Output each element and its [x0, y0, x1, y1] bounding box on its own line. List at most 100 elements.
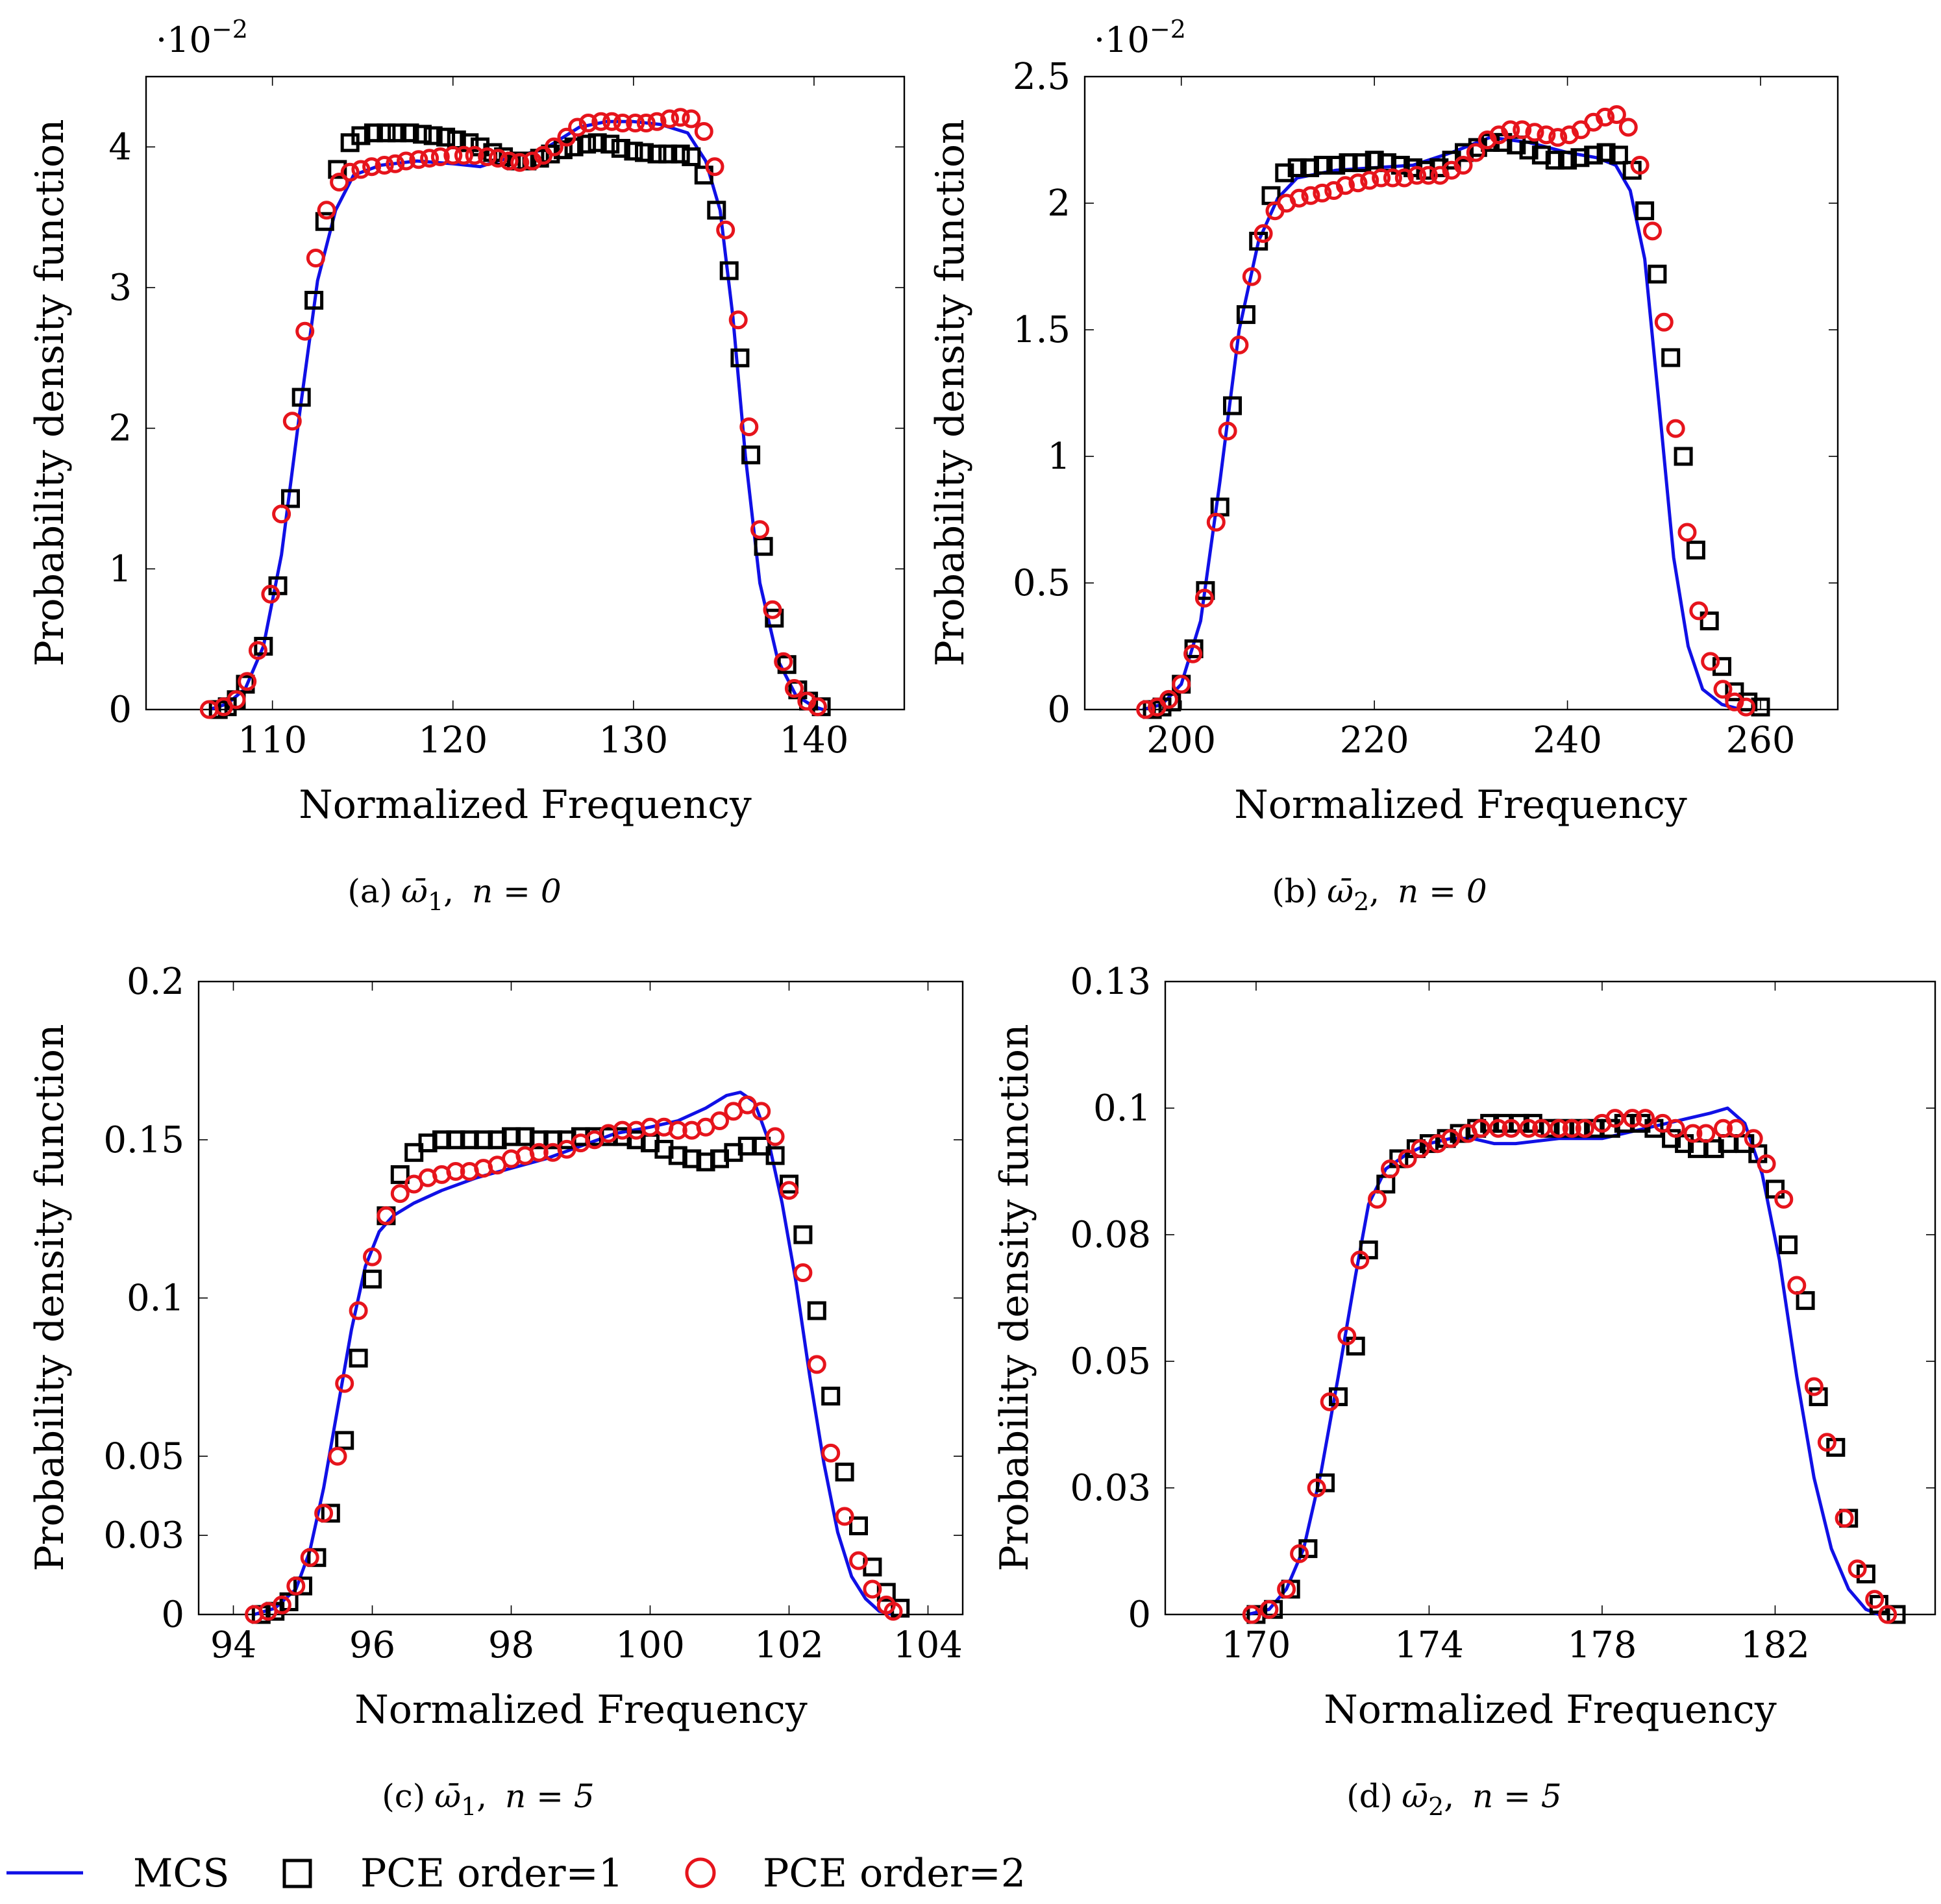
pce2-marker-d-39 — [1835, 1509, 1854, 1528]
y-axis-label-d: Probability density function — [992, 1024, 1037, 1571]
pce2-marker-a-34 — [591, 112, 611, 131]
pce1-marker-a-39 — [671, 144, 690, 164]
pce1-marker-b-30 — [1519, 140, 1539, 160]
y-tick-label-c-5: 0.2 — [127, 961, 184, 1003]
series-group-b — [1136, 105, 1770, 719]
pce2-marker-d-3 — [1290, 1544, 1309, 1563]
pce1-marker-b-14 — [1313, 156, 1333, 175]
x-tick-label-b-2: 240 — [1533, 719, 1602, 761]
y-axis-ticks-c: 0 0.03 0.05 0.1 0.15 0.2 — [103, 961, 963, 1636]
pce2-marker-a-13 — [351, 160, 371, 179]
pce2-marker-b-3 — [1172, 674, 1191, 694]
pce2-marker-a-27 — [510, 153, 530, 172]
pce1-marker-b-37 — [1609, 145, 1628, 165]
y-tick-label-c-1: 0.03 — [103, 1515, 184, 1557]
pce1-marker-c-39 — [793, 1225, 813, 1244]
pce2-marker-d-9 — [1381, 1159, 1400, 1179]
pce2-marker-a-18 — [409, 150, 428, 169]
pce2-marker-a-30 — [545, 137, 563, 156]
y-axis-ticks-a: 0 1 2 3 4 — [108, 126, 904, 731]
pce2-marker-c-8 — [349, 1301, 368, 1320]
pce2-marker-d-24 — [1605, 1109, 1625, 1128]
pce2-marker-a-45 — [716, 220, 736, 240]
x-axis-label-c: Normalized Frequency — [354, 1687, 808, 1733]
pce2-marker-b-20 — [1372, 168, 1391, 188]
y-axis-label-a: Probability density function — [27, 119, 73, 666]
pce1-marker-c-13 — [432, 1130, 451, 1150]
pce2-marker-a-39 — [647, 112, 667, 131]
x-tick-label-c-0: 94 — [210, 1624, 256, 1666]
pce2-marker-b-42 — [1630, 156, 1650, 175]
pce1-marker-c-35 — [737, 1137, 757, 1156]
pce2-marker-d-36 — [1787, 1276, 1807, 1295]
x-tick-label-d-3: 182 — [1740, 1624, 1810, 1666]
pce1-marker-b-13 — [1300, 158, 1319, 177]
pce1-marker-c-5 — [321, 1503, 340, 1523]
pce1-marker-b-17 — [1352, 153, 1372, 173]
pce2-marker-b-0 — [1136, 700, 1156, 719]
pce2-marker-a-21 — [443, 145, 463, 165]
pce2-marker-a-37 — [626, 114, 645, 132]
pce1-marker-a-38 — [658, 144, 678, 164]
pce2-marker-a-44 — [705, 157, 724, 177]
pce2-marker-a-11 — [330, 173, 349, 192]
pce2-marker-a-5 — [261, 584, 280, 604]
pce2-marker-a-4 — [248, 641, 267, 660]
pce2-marker-d-30 — [1696, 1124, 1716, 1143]
y-tick-label-d-1: 0.03 — [1070, 1467, 1151, 1509]
pce2-marker-a-41 — [671, 108, 690, 127]
pce2-marker-c-41 — [807, 1355, 826, 1374]
pce1-marker-c-40 — [807, 1301, 826, 1320]
pce1-marker-c-36 — [752, 1137, 771, 1156]
pce2-marker-c-9 — [363, 1247, 382, 1267]
y-axis-ticks-b: 0 0.5 1 1.5 2 2.5 — [1013, 56, 1838, 731]
pce1-marker-a-48 — [777, 655, 797, 674]
pce2-marker-d-26 — [1636, 1109, 1655, 1128]
pce1-marker-a-17 — [413, 125, 432, 144]
pce2-marker-b-48 — [1701, 652, 1720, 671]
pce2-marker-b-34 — [1537, 125, 1556, 145]
pce2-marker-b-15 — [1313, 183, 1332, 203]
pce2-marker-d-28 — [1666, 1119, 1685, 1138]
pce2-marker-c-29 — [641, 1117, 660, 1137]
pce2-marker-a-19 — [420, 149, 439, 168]
x-tick-label-d-0: 170 — [1221, 1624, 1291, 1666]
legend-pce1-label: PCE order=1 — [360, 1851, 623, 1896]
pce2-marker-a-32 — [568, 117, 587, 137]
pce2-marker-a-47 — [739, 417, 759, 436]
pce1-marker-c-11 — [404, 1143, 424, 1162]
pce1-marker-c-19 — [515, 1127, 535, 1146]
pce2-marker-b-7 — [1218, 421, 1237, 441]
x-tick-label-b-0: 200 — [1146, 719, 1216, 761]
plot-frame-b — [1083, 75, 1839, 711]
pce2-marker-a-42 — [682, 109, 701, 129]
pce2-marker-a-33 — [578, 114, 598, 132]
pce2-marker-b-22 — [1394, 168, 1414, 188]
pce2-marker-a-24 — [478, 147, 497, 166]
pce2-marker-a-35 — [602, 112, 621, 131]
pce1-marker-b-12 — [1287, 158, 1307, 177]
y-tick-label-c-3: 0.1 — [127, 1278, 184, 1320]
pce2-marker-a-10 — [317, 201, 336, 220]
pce1-marker-c-30 — [668, 1146, 687, 1165]
pce2-marker-b-17 — [1336, 176, 1355, 195]
pce2-marker-b-35 — [1548, 128, 1568, 147]
pce2-marker-b-31 — [1501, 120, 1520, 140]
legend-circle-marker — [685, 1857, 716, 1888]
pce2-marker-d-7 — [1350, 1250, 1370, 1270]
pce2-marker-d-5 — [1320, 1392, 1339, 1411]
pce2-marker-b-4 — [1183, 644, 1203, 663]
pce1-marker-d-36 — [1796, 1291, 1815, 1310]
y-tick-label-a-1: 1 — [108, 548, 132, 590]
pce2-marker-d-4 — [1307, 1478, 1326, 1498]
pce1-marker-a-14 — [377, 123, 396, 143]
pce2-marker-b-51 — [1737, 697, 1756, 717]
pce2-marker-c-37 — [752, 1102, 771, 1121]
pce2-marker-c-40 — [793, 1263, 813, 1282]
pce2-marker-c-7 — [335, 1374, 354, 1393]
pce1-marker-a-33 — [600, 134, 620, 154]
pce2-marker-b-33 — [1525, 123, 1544, 142]
pce1-marker-c-42 — [835, 1463, 854, 1482]
pce2-marker-c-21 — [529, 1143, 549, 1162]
